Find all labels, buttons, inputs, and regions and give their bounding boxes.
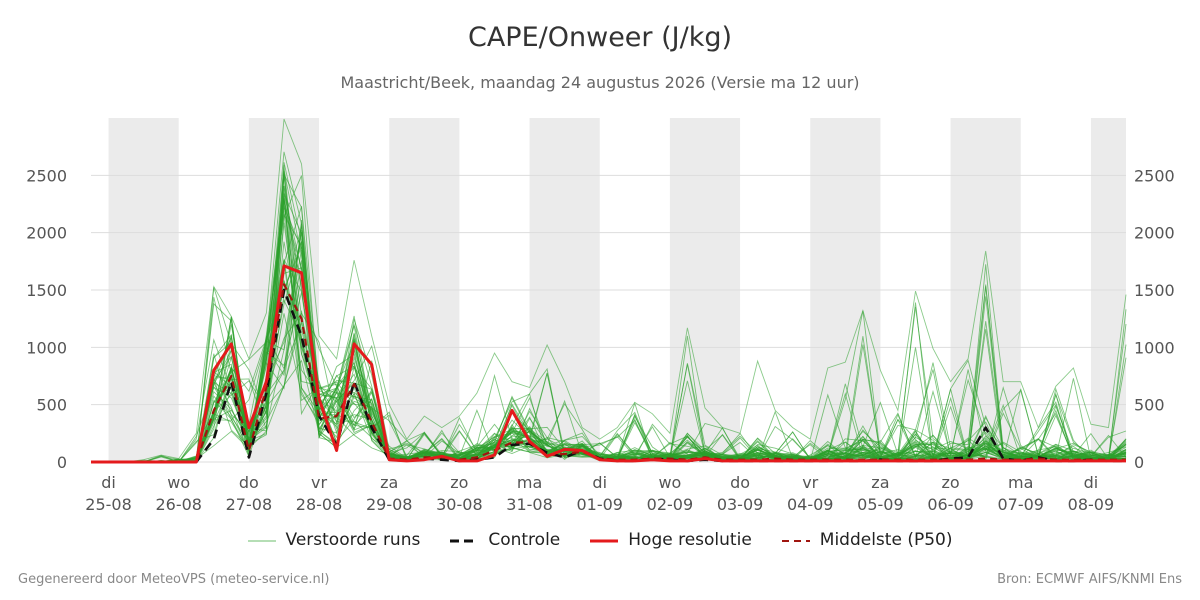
x-tick-date: 08-09 <box>1068 495 1115 514</box>
x-tick-date: 05-09 <box>857 495 904 514</box>
hires-line <box>91 264 1126 464</box>
legend-label-control: Controle <box>488 530 561 550</box>
x-tick-day: za <box>871 473 889 492</box>
x-tick-day: di <box>101 473 116 492</box>
x-tick-date: 27-08 <box>226 495 273 514</box>
y-tick-label-right: 1500 <box>1134 281 1175 300</box>
x-tick-day: do <box>730 473 750 492</box>
y-tick-label-right: 1000 <box>1134 338 1175 357</box>
footer-source: Bron: ECMWF AIFS/KNMI Ens <box>997 572 1182 587</box>
chart-title: CAPE/Onweer (J/kg) <box>467 22 732 53</box>
x-tick-date: 03-09 <box>717 495 764 514</box>
legend-swatch-members <box>247 540 276 542</box>
legend-label-hires: Hoge resolutie <box>628 530 752 550</box>
legend-label-median: Middelste (P50) <box>819 530 953 550</box>
x-tick-date: 25-08 <box>85 495 132 514</box>
legend-item-members: Verstoorde runs <box>247 530 421 550</box>
x-tick-date: 02-09 <box>647 495 694 514</box>
y-tick-label-left: 0 <box>57 453 67 472</box>
legend-swatch-median <box>781 540 810 542</box>
y-tick-label-left: 2000 <box>26 224 67 243</box>
legend-swatch-hires <box>590 539 619 543</box>
x-tick-day: do <box>239 473 259 492</box>
x-tick-date: 28-08 <box>296 495 343 514</box>
y-tick-label-right: 0 <box>1134 453 1144 472</box>
legend-item-control: Controle <box>450 530 560 550</box>
y-tick-label-right: 2000 <box>1134 224 1175 243</box>
x-tick-day: di <box>592 473 607 492</box>
x-tick-date: 07-09 <box>997 495 1044 514</box>
member-line <box>91 241 1127 463</box>
member-line <box>91 118 1127 463</box>
y-tick-label-left: 1000 <box>26 338 67 357</box>
x-tick-day: ma <box>517 473 542 492</box>
x-tick-date: 04-09 <box>787 495 834 514</box>
x-tick-day: za <box>380 473 398 492</box>
footer-credit: Gegenereerd door MeteoVPS (meteo-service… <box>18 572 330 587</box>
y-tick-label-left: 500 <box>36 396 67 415</box>
x-tick-day: zo <box>941 473 959 492</box>
x-tick-date: 26-08 <box>155 495 202 514</box>
x-tick-date: 30-08 <box>436 495 483 514</box>
legend-item-median: Middelste (P50) <box>781 530 953 550</box>
y-tick-label-left: 2500 <box>26 166 67 185</box>
x-tick-date: 06-09 <box>927 495 974 514</box>
y-tick-label-right: 2500 <box>1134 166 1175 185</box>
member-line <box>91 258 1127 463</box>
x-tick-day: zo <box>450 473 468 492</box>
x-tick-date: 01-09 <box>576 495 623 514</box>
y-tick-label-right: 500 <box>1134 396 1165 415</box>
x-tick-date: 31-08 <box>506 495 553 514</box>
x-tick-day: vr <box>802 473 818 492</box>
x-tick-day: wo <box>658 473 681 492</box>
legend-item-hires: Hoge resolutie <box>590 530 752 550</box>
x-tick-day: vr <box>311 473 327 492</box>
x-tick-day: di <box>1084 473 1099 492</box>
chart-subtitle: Maastricht/Beek, maandag 24 augustus 202… <box>340 73 860 92</box>
x-tick-day: wo <box>167 473 190 492</box>
legend-swatch-control <box>450 539 479 543</box>
legend-label-members: Verstoorde runs <box>285 530 421 550</box>
y-tick-label-left: 1500 <box>26 281 67 300</box>
chart-legend: Verstoorde runs Controle Hoge resolutie … <box>0 530 1200 550</box>
x-tick-date: 29-08 <box>366 495 413 514</box>
x-tick-day: ma <box>1008 473 1033 492</box>
